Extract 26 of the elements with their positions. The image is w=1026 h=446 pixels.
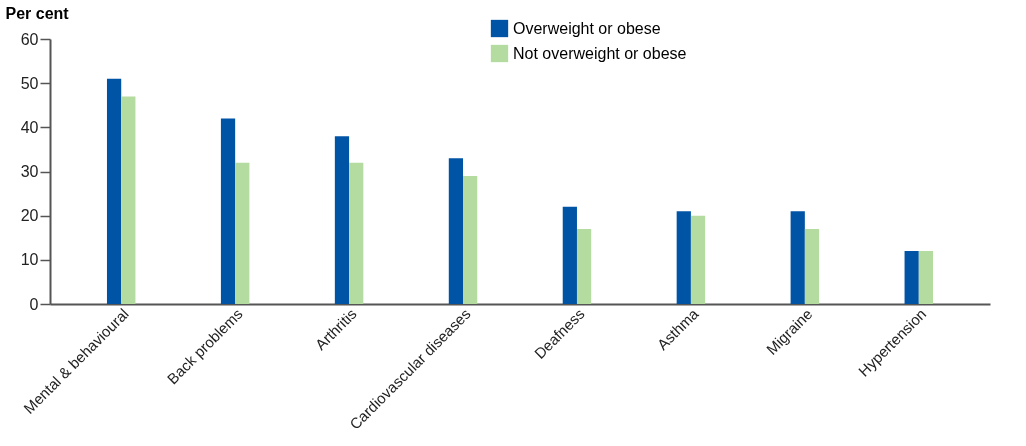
bar (235, 162, 250, 304)
bar (334, 136, 350, 304)
bar (448, 158, 464, 304)
y-tick-label: 10 (20, 251, 39, 269)
bar (690, 215, 706, 304)
y-axis-title: Per cent (5, 4, 70, 22)
legend-label: Not overweight or obese (513, 44, 687, 62)
y-tick-label: 30 (20, 163, 39, 180)
bar (106, 78, 122, 304)
bar (463, 175, 478, 304)
bar (904, 251, 919, 304)
bar (349, 162, 364, 304)
bar (576, 228, 592, 304)
y-tick-label: 40 (20, 118, 39, 136)
legend-label: Overweight or obese (513, 19, 661, 37)
y-tick-label: 20 (20, 207, 39, 225)
y-tick-label: 0 (29, 295, 39, 313)
y-tick-label: 50 (20, 74, 39, 92)
bar (562, 206, 577, 304)
bar (804, 228, 820, 304)
bar (918, 251, 934, 304)
bar (220, 118, 236, 304)
bar (676, 211, 691, 304)
y-tick-label: 60 (20, 30, 39, 48)
bar (121, 96, 136, 304)
bar (790, 211, 805, 304)
